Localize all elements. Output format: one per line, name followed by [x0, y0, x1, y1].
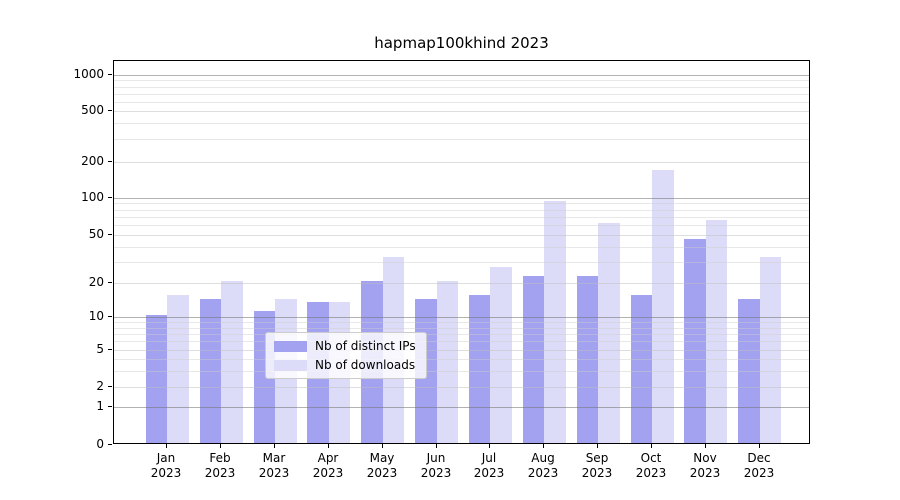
x-tick-label: Mar 2023	[258, 451, 290, 480]
y-tick-label: 10	[88, 309, 104, 323]
gridline-800	[114, 87, 809, 88]
x-tick-mark	[597, 444, 598, 448]
x-tick-label: Apr 2023	[312, 451, 344, 480]
y-tick-label: 1	[96, 399, 104, 413]
bar-downloads-Jun-2023	[436, 281, 459, 443]
legend-item: Nb of distinct IPs	[274, 339, 416, 353]
x-tick-mark	[651, 444, 652, 448]
gridline-4	[114, 359, 809, 360]
bar-ips-Oct-2023	[630, 295, 653, 443]
gridline-5	[114, 350, 809, 351]
bar-ips-Dec-2023	[738, 298, 760, 443]
gridline-1000	[114, 75, 809, 76]
gridline-60	[114, 225, 809, 226]
legend-swatch-ips	[274, 340, 307, 352]
gridline-20	[114, 283, 809, 284]
y-tick-mark	[108, 197, 112, 198]
gridline-300	[114, 139, 809, 140]
x-tick-label: Feb 2023	[204, 451, 236, 480]
gridline-700	[114, 94, 809, 95]
bar-downloads-Dec-2023	[759, 256, 782, 443]
bar-downloads-Jul-2023	[490, 267, 512, 443]
gridline-600	[114, 102, 809, 103]
x-tick-label: Sep 2023	[581, 451, 613, 480]
y-tick-mark	[108, 282, 112, 283]
x-tick-mark	[759, 444, 760, 448]
bar-downloads-Nov-2023	[705, 219, 728, 443]
bar-downloads-Aug-2023	[544, 201, 566, 443]
bar-downloads-Jan-2023	[167, 295, 189, 443]
x-tick-label: Aug 2023	[527, 451, 559, 480]
bar-downloads-Feb-2023	[221, 281, 243, 443]
x-tick-mark	[274, 444, 275, 448]
gridline-50	[114, 235, 809, 236]
y-tick-mark	[108, 406, 112, 407]
y-tick-mark	[108, 161, 112, 162]
y-tick-mark	[108, 444, 112, 445]
y-tick-mark	[108, 386, 112, 387]
legend-item: Nb of downloads	[274, 358, 416, 372]
plot-area	[113, 60, 810, 444]
bar-ips-Jul-2023	[468, 295, 491, 443]
x-tick-mark	[328, 444, 329, 448]
y-tick-label: 1000	[73, 67, 104, 81]
x-tick-mark	[382, 444, 383, 448]
x-tick-mark	[705, 444, 706, 448]
y-tick-mark	[108, 234, 112, 235]
y-tick-label: 100	[81, 190, 104, 204]
x-tick-mark	[220, 444, 221, 448]
gridline-30	[114, 262, 809, 263]
gridline-2	[114, 387, 809, 388]
bar-ips-Feb-2023	[199, 298, 222, 443]
gridline-70	[114, 217, 809, 218]
legend: Nb of distinct IPs Nb of downloads	[265, 332, 427, 379]
gridline-90	[114, 203, 809, 204]
y-tick-mark	[108, 316, 112, 317]
gridline-1	[114, 407, 809, 408]
x-tick-label: Nov 2023	[689, 451, 721, 480]
y-tick-mark	[108, 110, 112, 111]
gridline-100	[114, 198, 809, 199]
x-tick-mark	[543, 444, 544, 448]
gridline-500	[114, 111, 809, 112]
y-tick-label: 50	[88, 227, 104, 241]
gridline-40	[114, 247, 809, 248]
y-tick-label: 2	[96, 379, 104, 393]
x-tick-label: May 2023	[366, 451, 398, 480]
x-tick-mark	[436, 444, 437, 448]
x-tick-label: Dec 2023	[743, 451, 775, 480]
x-tick-label: Oct 2023	[635, 451, 667, 480]
gridline-8	[114, 328, 809, 329]
bar-downloads-Oct-2023	[652, 169, 674, 443]
bar-ips-Nov-2023	[684, 238, 706, 443]
x-tick-label: Jul 2023	[473, 451, 505, 480]
x-tick-mark	[489, 444, 490, 448]
gridline-3	[114, 371, 809, 372]
y-tick-label: 500	[81, 103, 104, 117]
y-tick-label: 20	[88, 275, 104, 289]
bar-downloads-Sep-2023	[598, 223, 620, 443]
bar-ips-Jan-2023	[145, 315, 168, 443]
gridline-10	[114, 317, 809, 318]
y-tick-mark	[108, 74, 112, 75]
y-tick-label: 5	[96, 342, 104, 356]
gridline-6	[114, 341, 809, 342]
chart-title: hapmap100khind 2023	[374, 34, 549, 52]
gridline-400	[114, 123, 809, 124]
gridline-200	[114, 162, 809, 163]
y-tick-label: 200	[81, 154, 104, 168]
legend-label: Nb of distinct IPs	[315, 339, 416, 353]
gridline-9	[114, 322, 809, 323]
y-tick-label: 0	[96, 437, 104, 451]
x-tick-label: Jan 2023	[150, 451, 182, 480]
gridline-900	[114, 80, 809, 81]
legend-swatch-downloads	[274, 359, 307, 371]
gridline-7	[114, 334, 809, 335]
gridline-80	[114, 210, 809, 211]
y-tick-mark	[108, 349, 112, 350]
x-tick-mark	[166, 444, 167, 448]
legend-label: Nb of downloads	[315, 358, 416, 372]
x-tick-label: Jun 2023	[420, 451, 452, 480]
